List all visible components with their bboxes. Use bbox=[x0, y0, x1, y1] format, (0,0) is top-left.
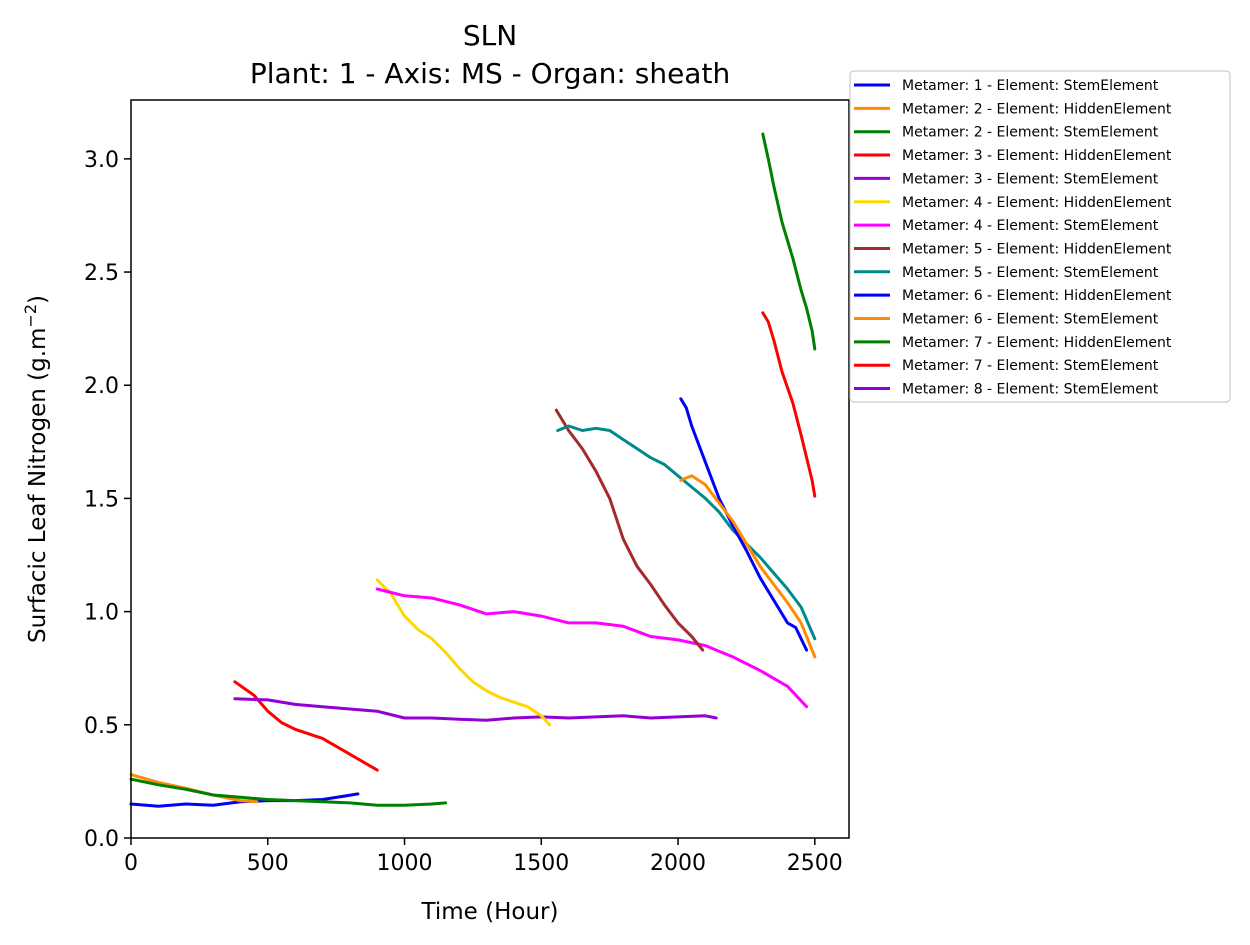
series-line-12 bbox=[761, 132, 817, 351]
series-line-8 bbox=[554, 408, 705, 652]
series-line-4 bbox=[233, 680, 379, 772]
legend-entry: Metamer: 2 - Element: HiddenElement bbox=[902, 101, 1172, 117]
y-axis-label-main: Surfacic Leaf Nitrogen (g.m bbox=[25, 328, 51, 643]
plot-area-frame bbox=[130, 99, 850, 839]
legend-entry: Metamer: 6 - Element: StemElement bbox=[902, 312, 1159, 328]
x-tick-label: 500 bbox=[247, 851, 289, 876]
y-tick-label: 0.5 bbox=[84, 714, 119, 739]
legend-frame bbox=[849, 70, 1231, 403]
y-axis-label-tail: ) bbox=[25, 295, 51, 304]
x-axis: 0 500 1000 1500 2000 2500 bbox=[124, 838, 843, 876]
series-line-6 bbox=[375, 578, 551, 727]
x-tick-label: 2500 bbox=[787, 851, 843, 876]
legend-entry: Metamer: 4 - Element: HiddenElement bbox=[902, 195, 1172, 211]
y-tick-label: 3.0 bbox=[84, 148, 119, 173]
legend: Metamer: 1 - Element: StemElement Metamer… bbox=[849, 70, 1231, 403]
y-axis: 0.0 0.5 1.0 1.5 2.0 2.5 3.0 bbox=[84, 148, 131, 852]
y-tick-label: 2.0 bbox=[84, 374, 119, 399]
series-line-9 bbox=[556, 424, 817, 641]
legend-entry: Metamer: 3 - Element: StemElement bbox=[902, 171, 1159, 187]
y-tick-label: 0.0 bbox=[84, 827, 119, 852]
legend-entry: Metamer: 6 - Element: HiddenElement bbox=[902, 288, 1172, 304]
legend-entry: Metamer: 4 - Element: StemElement bbox=[902, 218, 1159, 234]
legend-entry: Metamer: 5 - Element: StemElement bbox=[902, 265, 1159, 281]
series-line-13 bbox=[761, 311, 817, 498]
x-tick-label: 2000 bbox=[650, 851, 706, 876]
y-axis-label: Surfacic Leaf Nitrogen (g.m−2) bbox=[21, 295, 51, 643]
x-tick-label: 0 bbox=[124, 851, 138, 876]
series-line-3 bbox=[129, 777, 448, 807]
y-tick-label: 2.5 bbox=[84, 261, 119, 286]
series-line-5 bbox=[233, 697, 718, 722]
x-tick-label: 1000 bbox=[377, 851, 433, 876]
legend-entry: Metamer: 7 - Element: HiddenElement bbox=[902, 335, 1172, 351]
x-tick-label: 1500 bbox=[513, 851, 569, 876]
x-axis-label: Time (Hour) bbox=[421, 899, 559, 925]
plot-lines bbox=[129, 132, 817, 808]
y-axis-label-superscript: −2 bbox=[21, 304, 40, 328]
legend-entry: Metamer: 5 - Element: HiddenElement bbox=[902, 241, 1172, 257]
series-line-10 bbox=[679, 397, 809, 652]
legend-entry: Metamer: 8 - Element: StemElement bbox=[902, 382, 1159, 398]
chart-title: SLN bbox=[463, 19, 517, 52]
legend-entry: Metamer: 1 - Element: StemElement bbox=[902, 78, 1159, 94]
legend-entry: Metamer: 3 - Element: HiddenElement bbox=[902, 148, 1172, 164]
chart-subtitle: Plant: 1 - Axis: MS - Organ: sheath bbox=[250, 57, 730, 90]
y-tick-label: 1.5 bbox=[84, 487, 119, 512]
legend-entry: Metamer: 2 - Element: StemElement bbox=[902, 125, 1159, 141]
legend-entry: Metamer: 7 - Element: StemElement bbox=[902, 358, 1159, 374]
series-line-7 bbox=[375, 587, 809, 709]
y-tick-label: 1.0 bbox=[84, 601, 119, 626]
series-line-11 bbox=[679, 474, 817, 659]
